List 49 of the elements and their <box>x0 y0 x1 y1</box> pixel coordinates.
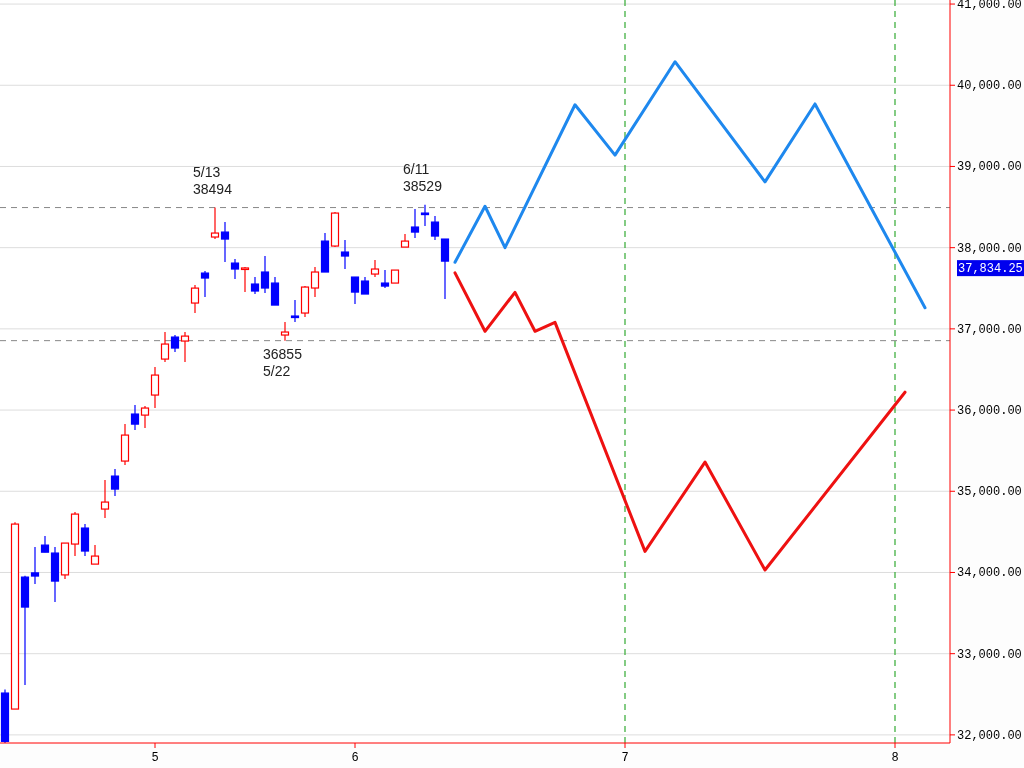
candlestick <box>310 266 320 298</box>
candlestick <box>280 321 290 342</box>
candlestick <box>220 221 230 263</box>
candlestick <box>130 404 140 431</box>
candlestick <box>290 299 300 323</box>
candlestick <box>340 239 350 270</box>
x-tick-label: 5 <box>151 751 159 765</box>
y-tick-label: 41,000.00 <box>957 0 1022 13</box>
candlestick <box>30 546 40 585</box>
line-series <box>453 271 907 572</box>
annotation: 6/11 38529 <box>403 160 443 194</box>
candlestick <box>430 215 440 241</box>
candlestick <box>370 259 380 278</box>
candlestick <box>200 270 210 298</box>
candlestick <box>260 255 270 294</box>
candlestick <box>270 276 280 306</box>
y-tick-label: 40,000.00 <box>957 79 1022 94</box>
y-tick-label: 38,000.00 <box>957 241 1022 256</box>
y-tick-label: 36,000.00 <box>957 404 1022 419</box>
x-tick-label: 7 <box>621 751 629 765</box>
candlestick <box>440 238 450 300</box>
y-tick-label: 32,000.00 <box>957 728 1022 743</box>
x-tick-label: 6 <box>351 751 359 765</box>
candlestick <box>100 479 110 519</box>
candlestick <box>410 208 420 239</box>
candlestick <box>420 204 430 227</box>
y-tick-label: 34,000.00 <box>957 566 1022 581</box>
candlestick <box>230 258 240 280</box>
annotation: 36855 5/22 <box>263 345 303 379</box>
y-tick-label: 37,000.00 <box>957 322 1022 337</box>
candlestick <box>90 544 100 565</box>
candlestick <box>240 266 250 293</box>
candlestick <box>180 331 190 363</box>
candlestick <box>350 276 360 305</box>
x-tick-label: 8 <box>891 751 899 765</box>
annotation: 5/13 38494 <box>193 163 233 197</box>
y-tick-label: 35,000.00 <box>957 485 1022 500</box>
candlestick <box>140 405 150 429</box>
line-series <box>453 60 927 310</box>
y-tick-label: 39,000.00 <box>957 160 1022 175</box>
y-tick-label: 33,000.00 <box>957 647 1022 662</box>
candlestick <box>150 366 160 409</box>
candlestick <box>190 284 200 314</box>
candlestick <box>110 468 120 497</box>
candlestick <box>210 206 220 240</box>
candlestick <box>380 269 390 289</box>
candlestick <box>160 331 170 363</box>
candlestick <box>80 523 90 557</box>
text: 37,834.25 <box>958 262 1023 277</box>
